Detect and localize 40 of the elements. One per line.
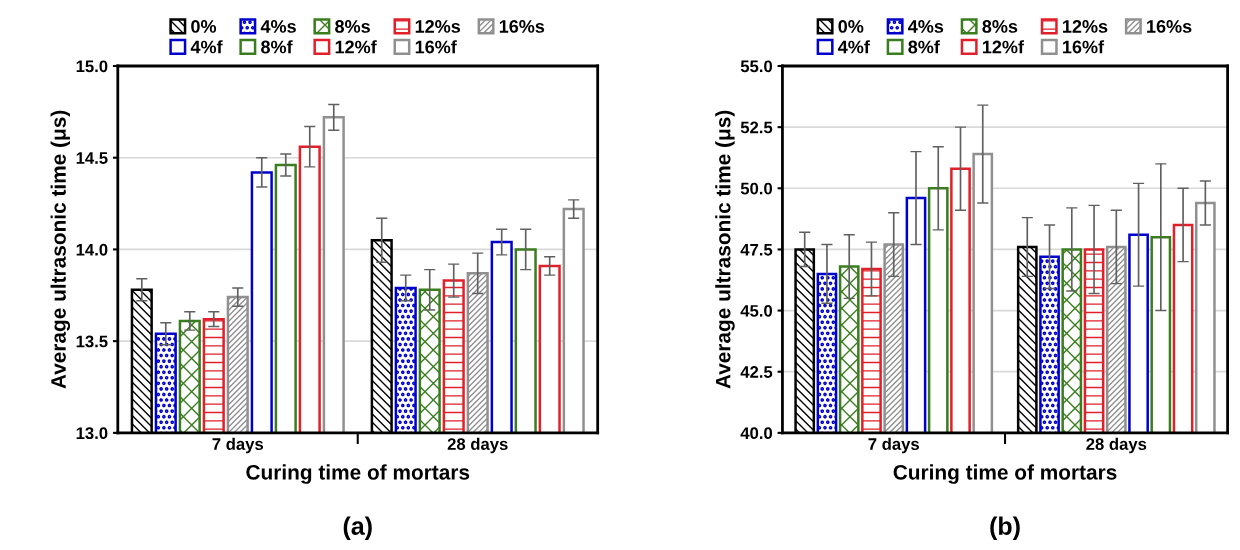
y-tick-label: 55.0 — [740, 60, 773, 73]
x-tick-label: 7 days — [868, 437, 919, 454]
x-axis-title: Curing time of mortars — [893, 464, 1117, 484]
x-tick-label: 7 days — [212, 437, 264, 454]
y-tick-label: 13.0 — [76, 427, 108, 440]
legend-label: 12%s — [1063, 20, 1108, 33]
legend-label: 8%f — [261, 40, 293, 54]
legend-label: 0% — [191, 20, 217, 33]
legend-label: 8%f — [908, 40, 940, 54]
y-tick-label: 42.5 — [740, 366, 773, 378]
y-tick-label: 50.0 — [740, 182, 773, 195]
legend-label: 0% — [838, 20, 864, 33]
x-tick-label: 28 days — [447, 437, 508, 454]
legend-label: 4%f — [838, 40, 870, 54]
legend-label: 16%s — [499, 20, 545, 33]
legend-label: 4%f — [190, 40, 223, 54]
legend-label: 12%f — [982, 40, 1025, 54]
y-tick-label: 14.0 — [76, 243, 108, 256]
y-tick-label: 13.5 — [76, 335, 108, 348]
x-tick-label: 28 days — [1086, 437, 1147, 454]
legend-label: 8%s — [982, 20, 1018, 33]
x-axis-title: Curing time of mortars — [246, 464, 470, 484]
legend-label: 12%f — [335, 40, 377, 54]
y-tick-label: 52.5 — [740, 121, 773, 134]
y-axis-title: Average ultrasonic time (μs) — [50, 110, 71, 389]
legend-label: 4%s — [908, 20, 944, 33]
y-axis-title: Average ultrasonic time (μs) — [715, 110, 735, 389]
y-tick-label: 45.0 — [740, 304, 773, 317]
legend-label: 16%s — [1147, 20, 1192, 33]
legend-label: 8%s — [335, 20, 370, 33]
legend-label: 16%f — [415, 40, 457, 54]
text: (b) — [990, 516, 1020, 540]
text: (a) — [343, 516, 372, 540]
legend-label: 4%s — [260, 20, 296, 33]
y-tick-label: 14.5 — [76, 152, 108, 164]
y-tick-label: 47.5 — [740, 244, 773, 256]
y-tick-label: 15.0 — [76, 60, 108, 73]
legend-label: 12%s — [415, 20, 461, 33]
legend-label: 16%f — [1063, 40, 1105, 54]
y-tick-label: 40.0 — [740, 427, 773, 440]
